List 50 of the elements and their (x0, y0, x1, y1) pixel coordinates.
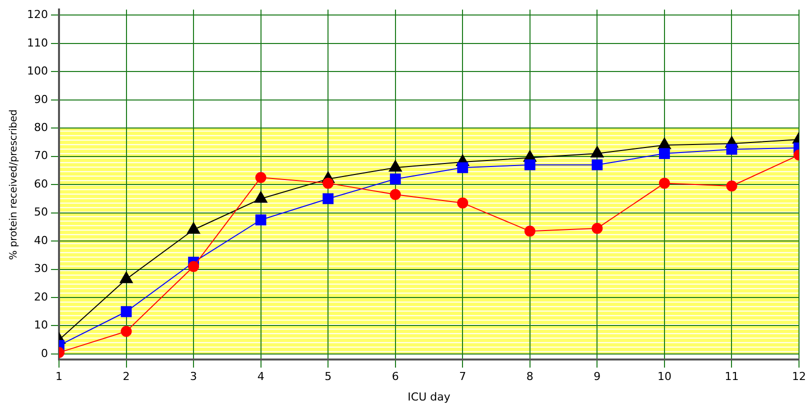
point (658, 178, 670, 189)
point (457, 197, 468, 208)
point (388, 160, 402, 172)
x-tick-label: 5 (324, 370, 332, 384)
y-tick-label: 110 (26, 36, 48, 50)
point (186, 222, 200, 234)
y-tick-label: 120 (26, 8, 48, 22)
point (188, 260, 200, 272)
y-tick-label: 60 (34, 177, 48, 190)
point (254, 191, 268, 203)
point (120, 306, 132, 318)
point (726, 144, 738, 155)
point (390, 188, 401, 200)
point (524, 226, 536, 237)
x-tick-label: 10 (657, 370, 672, 384)
y-tick-label: 10 (34, 318, 48, 332)
x-axis-title: ICU day (408, 390, 451, 404)
point (726, 180, 738, 192)
y-tick-label: 90 (34, 92, 48, 106)
point (322, 178, 334, 189)
x-tick-label: 8 (526, 370, 534, 384)
x-tick-label: 1 (55, 370, 62, 384)
point (120, 326, 132, 337)
x-tick-label: 2 (122, 370, 130, 384)
y-tick-label: 80 (34, 121, 48, 134)
y-tick-label: 70 (34, 149, 48, 162)
y-tick-label: 20 (34, 290, 48, 304)
x-tick-label: 4 (257, 370, 264, 384)
y-axis-title: % protein received/prescribed (8, 109, 20, 260)
point (322, 193, 334, 204)
point (590, 146, 604, 158)
point (524, 159, 536, 170)
x-tick-label: 11 (724, 370, 739, 384)
x-tick-label: 12 (792, 370, 806, 384)
point (457, 162, 468, 174)
point (255, 172, 266, 184)
point (255, 214, 266, 226)
y-tick-label: 50 (34, 206, 48, 219)
y-tick-label: 40 (34, 234, 48, 247)
point (592, 222, 603, 234)
y-tick-label: 100 (26, 64, 48, 78)
x-tick-label: 7 (459, 370, 466, 384)
x-tick-label: 3 (190, 370, 198, 384)
y-tick-label: 0 (40, 346, 48, 360)
x-tick-label: 9 (594, 370, 601, 384)
x-tick-label: 6 (392, 370, 399, 384)
y-tick-label: 30 (34, 262, 48, 276)
point (390, 174, 401, 184)
point (659, 148, 670, 159)
point (592, 159, 603, 170)
